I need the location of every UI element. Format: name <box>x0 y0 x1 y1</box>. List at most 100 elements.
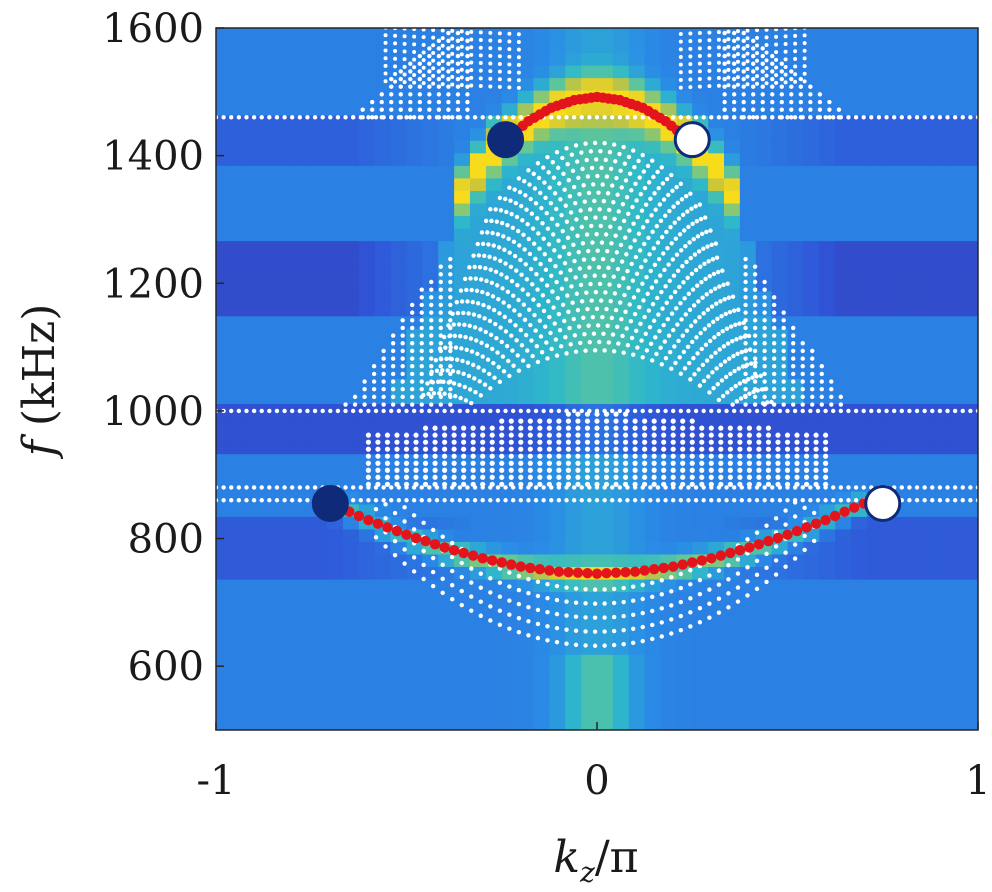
bulk-band-point <box>464 347 469 352</box>
heatmap-cell <box>898 554 916 568</box>
bulk-band-point <box>469 60 474 65</box>
heatmap-cell <box>914 704 931 719</box>
bulk-band-point <box>800 408 805 414</box>
heatmap-cell <box>803 53 820 67</box>
heatmap-cell <box>898 140 916 154</box>
bulk-band-point <box>530 226 536 231</box>
heatmap-cell <box>851 441 868 455</box>
bulk-band-point <box>777 498 783 503</box>
bulk-band-point <box>384 467 391 473</box>
bulk-band-point <box>861 408 866 414</box>
heatmap-cell <box>422 592 439 606</box>
heatmap-cell <box>835 704 852 719</box>
bulk-band-point <box>383 79 388 84</box>
heatmap-cell <box>676 654 693 668</box>
bulk-band-point <box>707 274 712 279</box>
bulk-band-point <box>489 439 495 445</box>
heatmap-cell <box>914 592 931 606</box>
bulk-band-point <box>375 453 381 459</box>
bulk-band-point <box>557 181 562 186</box>
heatmap-cell <box>739 704 757 719</box>
bulk-band-point <box>394 439 400 445</box>
bulk-band-point <box>584 290 589 295</box>
bulk-band-point <box>611 642 617 648</box>
heatmap-cell <box>581 153 598 167</box>
bulk-band-point <box>751 92 756 97</box>
heatmap-cell <box>327 592 344 606</box>
bulk-band-point <box>597 207 602 212</box>
heatmap-cell <box>549 115 566 129</box>
heatmap-cell <box>279 241 296 255</box>
heatmap-cell <box>597 516 614 531</box>
bulk-band-point <box>236 408 242 414</box>
heatmap-cell <box>676 491 693 505</box>
heatmap-cell <box>676 404 693 418</box>
bulk-band-point <box>267 408 272 414</box>
heatmap-cell <box>803 429 820 443</box>
heatmap-cell <box>470 504 487 518</box>
bulk-band-point <box>648 408 653 414</box>
heatmap-cell <box>390 241 408 255</box>
bulk-band-point <box>586 248 591 254</box>
heatmap-cell <box>946 567 963 581</box>
bulk-band-point <box>526 590 531 596</box>
heatmap-cell <box>660 366 677 380</box>
bulk-band-point <box>493 321 498 327</box>
bulk-band-point <box>389 76 394 82</box>
heatmap-cell <box>724 203 741 217</box>
heatmap-cell <box>898 228 916 242</box>
bulk-band-point <box>715 316 720 322</box>
heatmap-cell <box>787 629 804 643</box>
heatmap-cell <box>311 90 328 104</box>
heatmap-cell <box>358 316 376 330</box>
bulk-band-point <box>546 481 552 487</box>
heatmap-cell <box>866 692 884 706</box>
bulk-band-point <box>667 278 672 284</box>
heatmap-cell <box>644 78 662 92</box>
heatmap-cell <box>295 253 312 267</box>
heatmap-cell <box>851 28 868 42</box>
bulk-band-point <box>639 208 645 213</box>
heatmap-cell <box>295 604 312 618</box>
heatmap-cell <box>597 103 614 117</box>
bulk-band-point <box>813 467 819 473</box>
heatmap-cell <box>946 391 963 405</box>
bulk-band-point <box>784 439 791 445</box>
heatmap-cell <box>597 353 614 368</box>
heatmap-cell <box>247 341 265 355</box>
bulk-band-point <box>764 65 769 70</box>
bulk-band-point <box>708 425 714 431</box>
heatmap-cell <box>866 466 884 480</box>
bulk-band-point <box>611 142 617 147</box>
bulk-band-point <box>522 317 528 323</box>
heatmap-cell <box>263 140 281 154</box>
heatmap-cell <box>358 579 376 593</box>
heatmap-cell <box>343 115 360 129</box>
bulk-band-point <box>746 474 753 480</box>
bulk-band-point <box>625 115 630 120</box>
heatmap-cell <box>724 567 741 581</box>
heatmap-cell <box>724 253 741 267</box>
bulk-band-point <box>922 408 927 414</box>
bulk-band-point <box>745 21 749 25</box>
bulk-band-point <box>707 601 712 606</box>
bulk-band-point <box>688 39 693 44</box>
bulk-band-point <box>335 408 341 414</box>
bulk-band-point <box>735 599 741 604</box>
bulk-band-point <box>779 107 784 112</box>
bulk-band-point <box>735 571 741 576</box>
bulk-band-point <box>469 594 474 599</box>
heatmap-cell <box>930 316 947 330</box>
heatmap-cell <box>819 40 836 54</box>
heatmap-cell <box>866 153 884 167</box>
heatmap-cell <box>914 629 931 643</box>
heatmap-cell <box>501 629 519 643</box>
bulk-band-point <box>725 281 730 286</box>
bulk-band-point <box>697 54 702 59</box>
heatmap-cell <box>866 617 884 631</box>
bulk-band-point <box>817 99 823 105</box>
bulk-band-point <box>708 453 714 459</box>
heatmap-cell <box>279 203 296 217</box>
heatmap-cell <box>311 28 328 42</box>
heatmap-cell <box>739 617 757 631</box>
